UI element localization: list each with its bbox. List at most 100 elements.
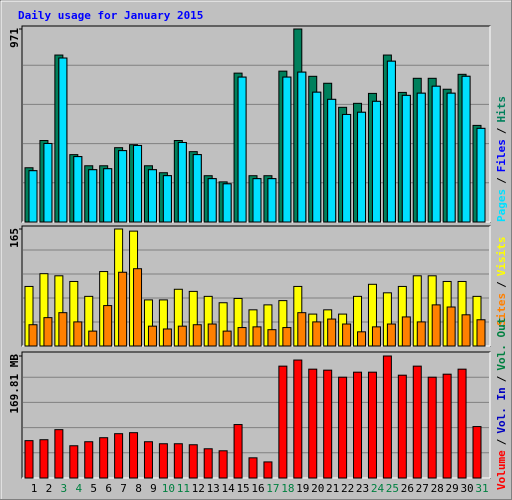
chart-title: Daily usage for January 2015 xyxy=(18,9,203,22)
bar xyxy=(327,98,337,223)
x-tick-label: 2 xyxy=(46,482,53,495)
x-tick-label: 21 xyxy=(326,482,339,495)
x-tick-label: 14 xyxy=(222,482,236,495)
legend: Pages / Files / Hits xyxy=(495,96,508,222)
bar xyxy=(222,183,232,223)
bar xyxy=(58,57,68,223)
bar xyxy=(278,365,288,479)
bar xyxy=(386,60,396,223)
x-tick-label: 26 xyxy=(401,482,414,495)
bar xyxy=(382,355,392,479)
bar xyxy=(371,100,381,223)
bar xyxy=(207,178,217,223)
bar xyxy=(162,175,172,223)
x-tick-label: 7 xyxy=(120,482,127,495)
bar xyxy=(73,156,83,223)
bar xyxy=(401,94,411,223)
bar xyxy=(293,359,303,479)
bar xyxy=(327,318,337,347)
bar xyxy=(342,113,352,223)
legend-separator: / xyxy=(495,281,508,288)
bar xyxy=(103,305,113,347)
bar xyxy=(412,365,422,479)
legend: Sites / Visits xyxy=(495,237,508,327)
x-tick-label: 30 xyxy=(460,482,473,495)
bar xyxy=(222,330,232,347)
x-tick-label: 27 xyxy=(416,482,429,495)
legend-entry: Sites xyxy=(495,293,508,326)
bar xyxy=(58,312,68,347)
bar xyxy=(338,376,348,479)
x-tick-label: 5 xyxy=(90,482,97,495)
bar xyxy=(312,91,322,223)
x-tick-label: 16 xyxy=(251,482,264,495)
x-tick-label: 10 xyxy=(162,482,175,495)
legend-entry: Vol. Out xyxy=(495,318,508,371)
bar xyxy=(173,443,183,479)
x-tick-label: 25 xyxy=(386,482,399,495)
bar xyxy=(267,329,277,347)
bar xyxy=(312,321,322,347)
bar xyxy=(371,326,381,347)
bar xyxy=(54,429,64,479)
bar xyxy=(133,268,143,347)
bar xyxy=(397,374,407,479)
bar xyxy=(192,324,202,347)
x-tick-label: 9 xyxy=(150,482,157,495)
bar xyxy=(282,76,292,223)
x-tick-label: 15 xyxy=(236,482,249,495)
bar xyxy=(28,170,38,223)
bar xyxy=(177,141,187,223)
bar xyxy=(203,448,213,479)
bar xyxy=(442,373,452,479)
bar xyxy=(472,426,482,479)
x-tick-label: 23 xyxy=(356,482,369,495)
x-tick-label: 6 xyxy=(105,482,112,495)
bar xyxy=(416,92,426,223)
x-tick-label: 19 xyxy=(296,482,309,495)
legend-entry: Visits xyxy=(495,237,508,277)
legend-entry: Vol. In xyxy=(495,387,508,433)
x-tick-label: 17 xyxy=(266,482,279,495)
bar xyxy=(43,142,53,223)
legend-separator: / xyxy=(495,438,508,445)
x-tick-label: 11 xyxy=(177,482,190,495)
bar xyxy=(457,368,467,479)
bar xyxy=(308,368,318,479)
x-tick-label: 24 xyxy=(371,482,385,495)
bar xyxy=(69,445,79,479)
bar xyxy=(323,369,333,479)
bar xyxy=(24,440,34,479)
x-tick-label: 1 xyxy=(31,482,38,495)
bar xyxy=(476,319,486,347)
bar xyxy=(207,323,217,347)
y-tick-label: 971 xyxy=(8,28,21,48)
x-tick-label: 18 xyxy=(281,482,294,495)
bar xyxy=(248,457,258,479)
bar xyxy=(401,316,411,347)
x-tick-label: 29 xyxy=(446,482,459,495)
bar xyxy=(88,169,98,223)
bar xyxy=(416,321,426,347)
x-tick-label: 8 xyxy=(135,482,142,495)
x-tick-label: 22 xyxy=(341,482,354,495)
bar xyxy=(43,317,53,347)
x-tick-label: 28 xyxy=(431,482,444,495)
bar xyxy=(386,323,396,347)
bar xyxy=(476,127,486,223)
bar xyxy=(114,433,124,479)
legend-separator: / xyxy=(495,375,508,382)
bar xyxy=(133,144,143,223)
bar xyxy=(28,324,38,347)
bar xyxy=(237,327,247,347)
bar xyxy=(357,111,367,223)
bar xyxy=(427,376,437,479)
x-tick-label: 20 xyxy=(311,482,324,495)
bar xyxy=(158,443,168,479)
bar xyxy=(162,328,172,347)
bar xyxy=(282,327,292,347)
bar xyxy=(99,437,109,479)
bar xyxy=(39,439,49,479)
legend-entry: Volume xyxy=(495,450,508,490)
